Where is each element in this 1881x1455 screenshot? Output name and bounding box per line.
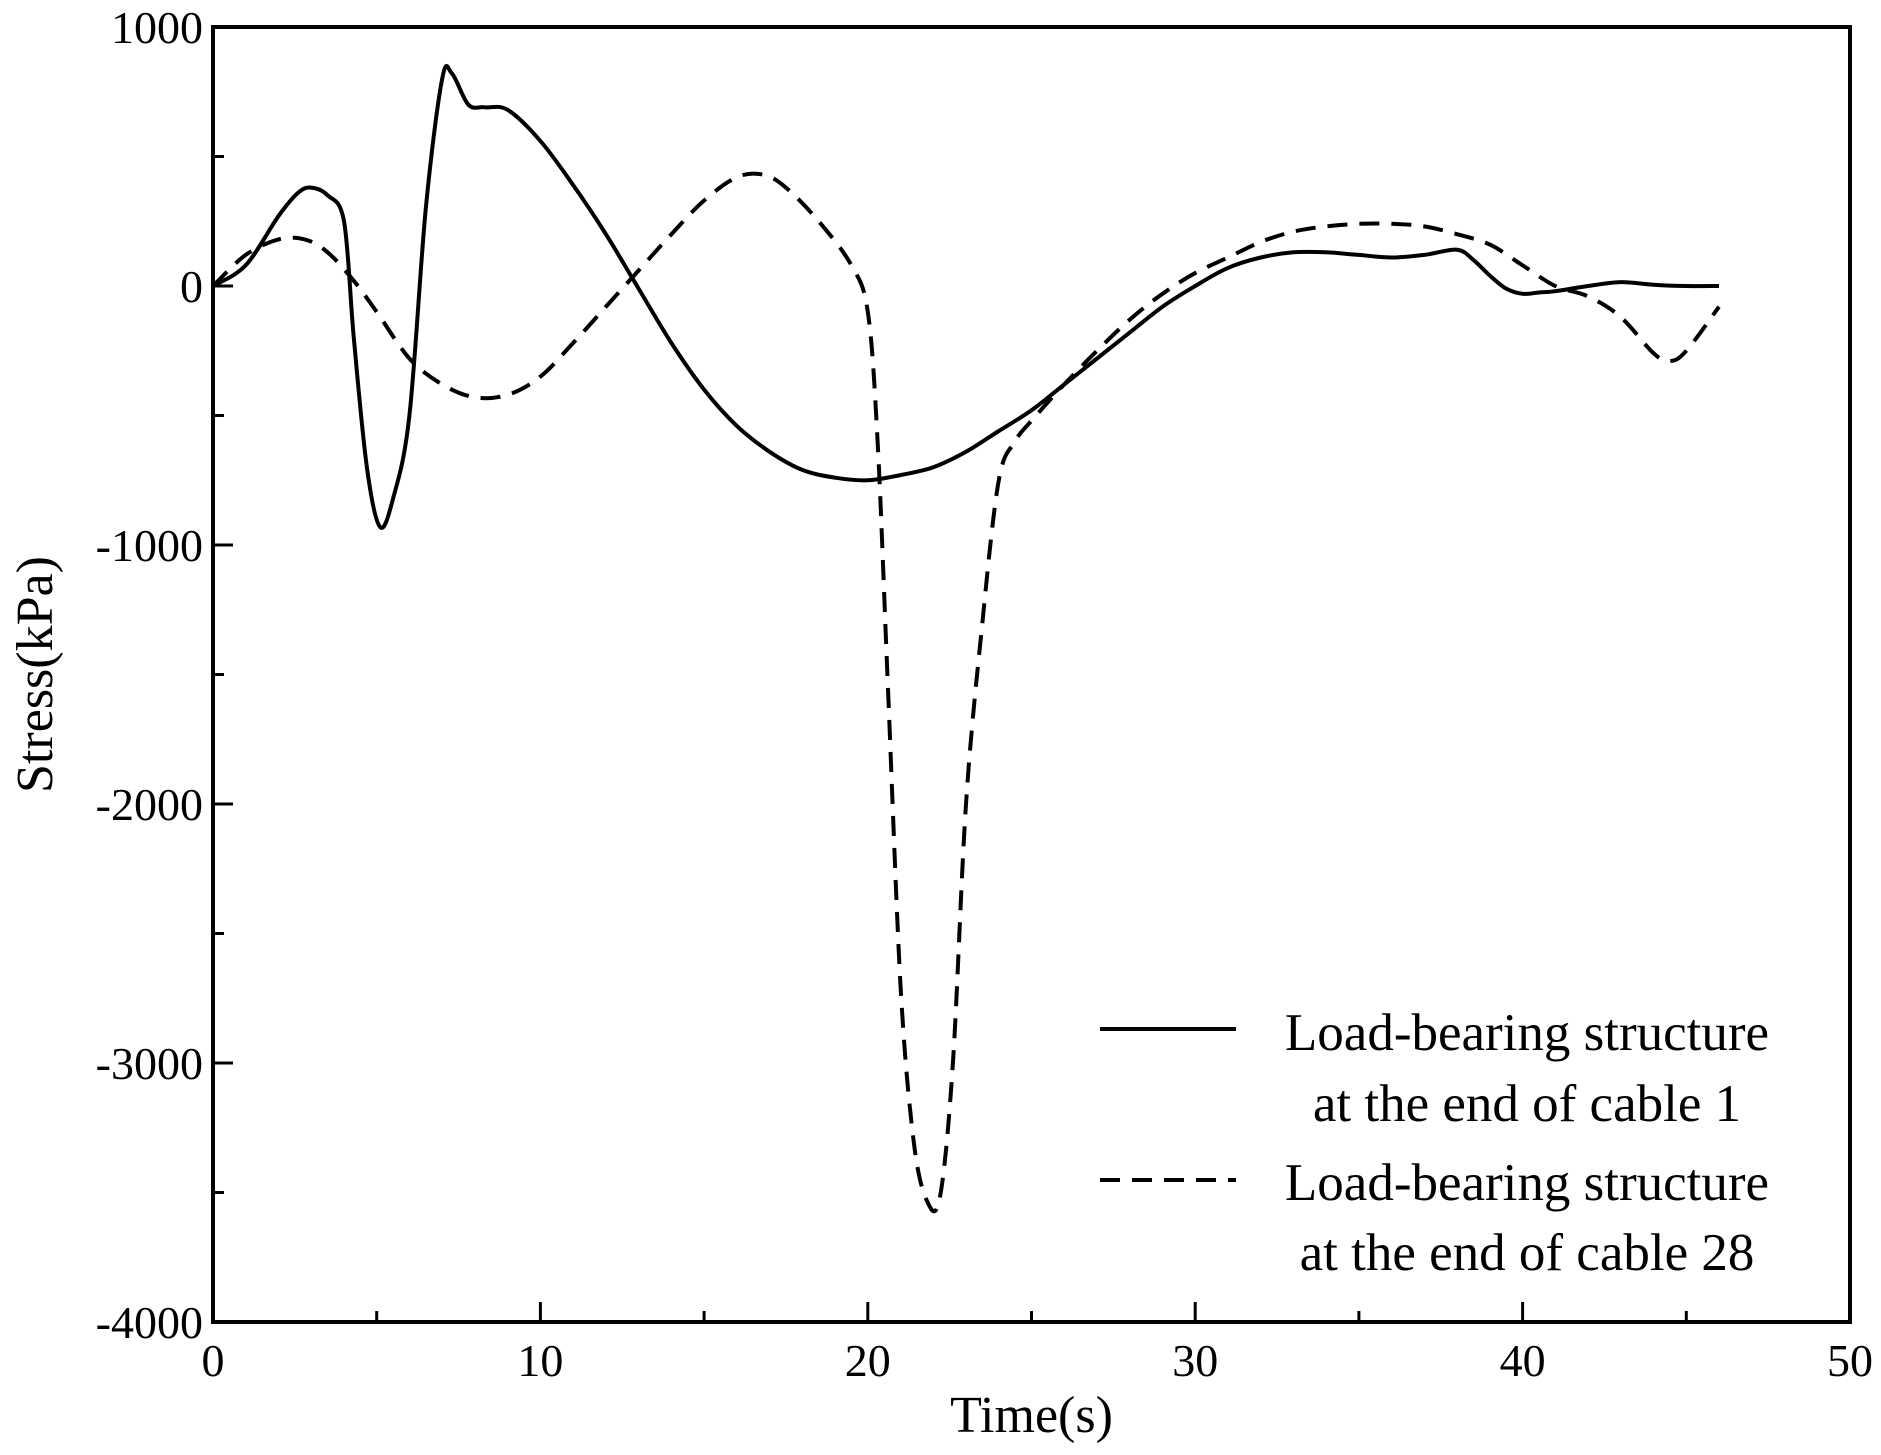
y-axis-title: Stress(kPa)	[7, 556, 64, 793]
legend-label-cable-28-line-2: at the end of cable 28	[1300, 1224, 1755, 1282]
x-tick-label: 0	[202, 1335, 225, 1386]
axis-ticks	[211, 25, 1852, 1324]
legend-label-cable-1-line-1: Load-bearing structure	[1285, 1004, 1769, 1062]
series-lines	[211, 64, 1721, 1214]
y-tick-label: -4000	[96, 1297, 203, 1348]
y-tick-label: 0	[180, 261, 203, 312]
y-tick-label: -2000	[96, 779, 203, 830]
y-tick-label: -1000	[96, 520, 203, 571]
x-axis-title: Time(s)	[950, 1387, 1113, 1444]
y-tick-label: -3000	[96, 1038, 203, 1089]
x-tick-label: 50	[1827, 1335, 1873, 1386]
x-tick-label: 10	[517, 1335, 563, 1386]
x-tick-label: 40	[1500, 1335, 1546, 1386]
series-line-cable-1	[211, 64, 1720, 530]
x-tick-label: 30	[1172, 1335, 1218, 1386]
legend: Load-bearing structure at the end of cab…	[1100, 1004, 1769, 1282]
y-tick-label: 1000	[111, 2, 203, 53]
axis-tick-labels: 0 10 20 30 40 50 1000 0 -1000 -2000 -3000 -4000	[96, 2, 1873, 1386]
x-tick-label: 20	[845, 1335, 891, 1386]
legend-label-cable-28-line-1: Load-bearing structure	[1285, 1154, 1769, 1212]
legend-label-cable-1-line-2: at the end of cable 1	[1313, 1075, 1741, 1133]
